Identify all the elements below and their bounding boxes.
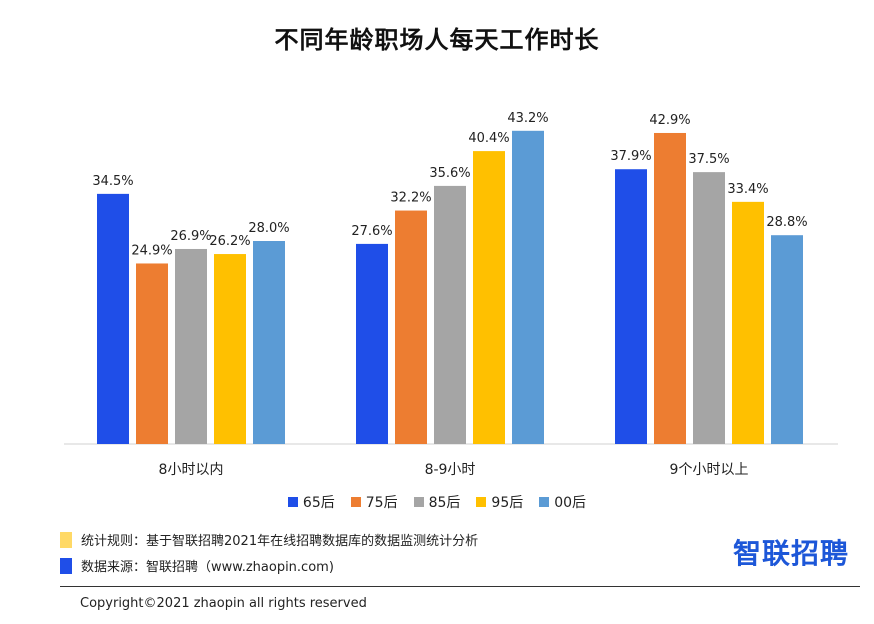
- bar-00后-8-9小时: [512, 130, 544, 445]
- legend-swatch: [413, 497, 424, 507]
- bar-65后-8小时以内: [97, 193, 129, 444]
- legend-swatch: [476, 497, 487, 507]
- data-source-note: 数据来源：智联招聘（www.zhaopin.com): [60, 556, 334, 575]
- data-source-text: 数据来源：智联招聘（www.zhaopin.com): [81, 560, 334, 575]
- bar-75后-8-9小时: [395, 210, 427, 444]
- data-label: 35.6%: [429, 166, 470, 181]
- legend-swatch: [539, 497, 550, 507]
- legend-label: 65后: [302, 495, 335, 511]
- bar-65后-9个小时以上: [615, 169, 647, 444]
- x-tick-label: 8小时以内: [159, 462, 224, 478]
- legend-swatch: [350, 497, 361, 507]
- data-label: 40.4%: [468, 131, 509, 146]
- bar-95后-8-9小时: [473, 151, 505, 444]
- bar-85后-9个小时以上: [693, 172, 725, 444]
- chart-title: 不同年龄职场人每天工作时长: [274, 26, 600, 54]
- bar-00后-8小时以内: [253, 241, 285, 444]
- x-tick-label: 9个小时以上: [670, 462, 749, 478]
- x-tick-label: 8-9小时: [425, 462, 476, 478]
- rule-note-marker: [60, 531, 72, 548]
- legend-label: 85后: [428, 495, 461, 511]
- data-label: 33.4%: [727, 182, 768, 197]
- chart-legend: 65后 75后 85后 95后 00后: [0, 492, 874, 512]
- bar-00后-9个小时以上: [771, 235, 803, 444]
- data-label: 28.8%: [766, 215, 807, 230]
- data-label: 28.0%: [248, 221, 289, 236]
- bar-75后-9个小时以上: [654, 132, 686, 444]
- legend-item: 85后: [413, 492, 461, 512]
- bar-85后-8小时以内: [175, 248, 207, 444]
- bar-85后-8-9小时: [434, 185, 466, 444]
- data-label: 34.5%: [92, 174, 133, 189]
- data-label: 42.9%: [649, 113, 690, 128]
- legend-label: 95后: [491, 495, 524, 511]
- data-label: 43.2%: [507, 111, 548, 126]
- legend-item: 65后: [287, 492, 335, 512]
- data-label: 37.5%: [688, 152, 729, 167]
- data-label: 24.9%: [131, 243, 172, 258]
- data-label: 27.6%: [351, 224, 392, 239]
- source-note-marker: [60, 557, 72, 574]
- statistics-rule-note: 统计规则：基于智联招聘2021年在线招聘数据库的数据监测统计分析: [60, 530, 478, 549]
- bar-95后-9个小时以上: [732, 201, 764, 444]
- bar-65后-8-9小时: [356, 243, 388, 444]
- legend-swatch: [287, 497, 298, 507]
- data-label: 26.9%: [170, 229, 211, 244]
- copyright-text: Copyright©2021 zhaopin all rights reserv…: [80, 596, 367, 611]
- legend-label: 00后: [554, 495, 587, 511]
- legend-item: 95后: [476, 492, 523, 512]
- bar-75后-8小时以内: [136, 263, 168, 444]
- zhaopin-logo: 智联招聘: [733, 537, 850, 570]
- legend-item: 75后: [350, 492, 398, 512]
- footer-divider: [60, 586, 860, 587]
- bar-95后-8小时以内: [214, 254, 246, 444]
- data-label: 26.2%: [209, 234, 250, 249]
- bar-chart: 34.5% 24.9%26.9%26.2%28.0% 8小时以内 27.6% 32.2%…: [64, 111, 838, 478]
- statistics-rule-text: 统计规则：基于智联招聘2021年在线招聘数据库的数据监测统计分析: [81, 534, 479, 549]
- data-label: 37.9%: [610, 149, 651, 164]
- data-label: 32.2%: [390, 191, 431, 206]
- legend-label: 75后: [365, 495, 398, 511]
- legend-item: 00后: [539, 492, 586, 512]
